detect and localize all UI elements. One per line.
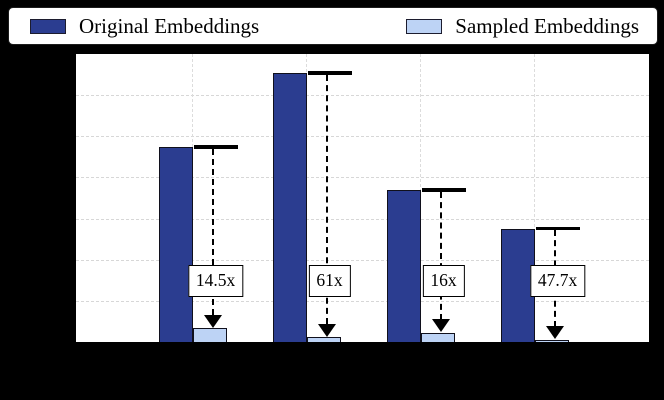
legend-swatch-sampled-embeddings-icon	[406, 18, 443, 34]
speedup-label-4: 47.7x	[529, 265, 586, 297]
bar-sampled-1	[192, 328, 227, 342]
bar-original-4	[500, 228, 535, 342]
reduction-cap-line-2	[307, 70, 352, 75]
horizontal-gridline	[76, 136, 649, 138]
arrowhead-down-icon-3	[432, 319, 450, 333]
arrowhead-down-icon-2	[318, 323, 336, 337]
reduction-dashed-arrow-1	[212, 148, 215, 316]
reduction-dashed-arrow-3	[440, 191, 443, 320]
bar-sampled-3	[420, 332, 455, 342]
horizontal-gridline	[76, 218, 649, 220]
reduction-cap-line-3	[421, 188, 466, 192]
bar-original-1	[158, 146, 193, 342]
bar-original-3	[386, 190, 421, 342]
chart-legend: Original Embeddings Sampled Embeddings	[8, 7, 658, 45]
horizontal-gridline	[76, 95, 649, 97]
arrowhead-down-icon-4	[546, 326, 564, 340]
plot-area: 14.5x 61x 16x 47.7x	[76, 54, 649, 342]
bar-sampled-4	[534, 339, 569, 342]
legend-item-original-embeddings: Original Embeddings	[30, 13, 260, 38]
legend-item-sampled-embeddings: Sampled Embeddings	[406, 13, 639, 38]
horizontal-gridline	[76, 177, 649, 179]
legend-label-original-embeddings: Original Embeddings	[79, 13, 260, 38]
horizontal-gridline	[76, 300, 649, 302]
arrowhead-down-icon-1	[204, 314, 222, 328]
horizontal-gridline	[76, 259, 649, 261]
legend-label-sampled-embeddings: Sampled Embeddings	[455, 13, 639, 38]
reduction-cap-line-4	[535, 226, 580, 231]
reduction-cap-line-1	[193, 144, 238, 149]
speedup-label-2: 61x	[308, 265, 351, 297]
reduction-dashed-arrow-2	[326, 74, 329, 325]
speedup-label-3: 16x	[422, 265, 465, 297]
bar-original-2	[272, 72, 307, 342]
vertical-gridline	[533, 54, 535, 342]
speedup-label-1: 14.5x	[187, 265, 244, 297]
legend-swatch-original-embeddings-icon	[30, 18, 66, 34]
bar-sampled-2	[306, 337, 341, 342]
